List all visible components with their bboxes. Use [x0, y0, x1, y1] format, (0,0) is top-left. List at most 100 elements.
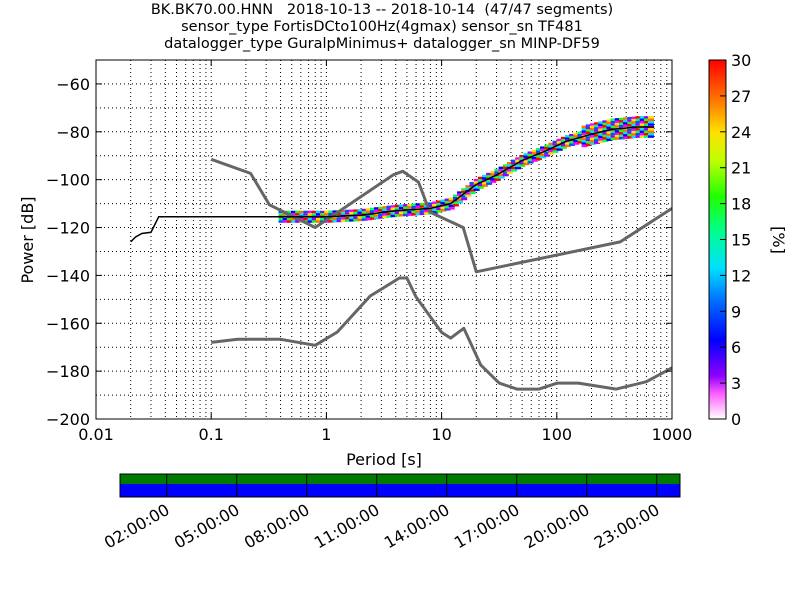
- pdf-cell: [465, 192, 472, 195]
- pdf-cell: [527, 158, 534, 162]
- pdf-cell: [627, 131, 634, 134]
- pdf-cell: [648, 130, 655, 134]
- pdf-cell: [585, 126, 592, 130]
- pdf-cell: [303, 217, 310, 221]
- timeline-tick-label: 11:00:00: [311, 500, 383, 552]
- pdf-cell: [623, 122, 630, 125]
- pdf-cell: [639, 118, 646, 122]
- pdf-cell: [627, 116, 634, 120]
- axis-ticks: 0.01 0.1 1 10 100 1000 −60 −80 −100 −120 −140 −160 −…: [46, 60, 692, 444]
- pdf-cell: [648, 135, 655, 138]
- pdf-cell: [548, 145, 555, 148]
- pdf-cell: [602, 139, 609, 142]
- pdf-cell: [631, 121, 638, 124]
- pdf-cell: [602, 134, 609, 138]
- pdf-cell: [407, 211, 414, 214]
- pdf-cell: [515, 159, 522, 163]
- pdf-cell: [436, 207, 443, 211]
- pdf-cell: [465, 194, 472, 198]
- y-tick-label: −120: [46, 219, 90, 238]
- pdf-cell: [378, 209, 385, 212]
- pdf-cell: [540, 153, 547, 156]
- pdf-cell: [573, 142, 580, 145]
- pdf-cell: [610, 137, 617, 141]
- pdf-cell: [303, 210, 310, 214]
- pdf-cell: [585, 136, 592, 139]
- plot-frame: [95, 59, 673, 420]
- pdf-cell: [311, 220, 318, 223]
- grid-lines: [96, 60, 672, 419]
- pdf-cell: [618, 129, 625, 133]
- pdf-cell: [324, 213, 331, 216]
- title-line-2: sensor_type FortisDCto100Hz(4gmax) senso…: [181, 19, 583, 35]
- pdf-cell: [523, 162, 530, 166]
- colorbar-tick-label: 6: [731, 338, 741, 357]
- pdf-cell: [411, 210, 418, 214]
- timeline-bar: [119, 473, 681, 498]
- pdf-cell: [544, 147, 551, 150]
- pdf-cell: [569, 143, 576, 146]
- colorbar-tick-label: 27: [731, 87, 751, 106]
- pdf-cell: [552, 147, 559, 151]
- pdf-cell: [398, 214, 405, 217]
- pdf-cell: [635, 123, 642, 126]
- pdf-cell: [374, 216, 381, 220]
- pdf-cell: [398, 211, 405, 215]
- pdf-cell: [394, 211, 401, 215]
- pdf-cell: [444, 205, 451, 209]
- pdf-cell: [328, 212, 335, 216]
- x-tick-label: 0.1: [198, 425, 223, 444]
- pdf-cell: [432, 203, 439, 207]
- pdf-cell: [610, 135, 617, 138]
- pdf-cell: [448, 197, 455, 200]
- pdf-cell: [598, 121, 605, 124]
- pdf-cell: [461, 190, 468, 194]
- pdf-cell: [324, 210, 331, 214]
- pdf-cell: [382, 215, 389, 219]
- pdf-cell: [598, 128, 605, 131]
- pdf-cell: [344, 212, 351, 215]
- pdf-cell: [606, 136, 613, 139]
- pdf-cell: [594, 141, 601, 144]
- y-axis-label: Power [dB]: [18, 196, 37, 283]
- pdf-cell: [365, 215, 372, 218]
- pdf-cell: [631, 133, 638, 136]
- pdf-cell: [639, 121, 646, 124]
- pdf-cell: [440, 201, 447, 205]
- pdf-cell: [556, 148, 563, 151]
- pdf-cell: [556, 138, 563, 142]
- title-line-3: datalogger_type GuralpMinimus+ datalogge…: [164, 36, 600, 52]
- pdf-cell: [282, 220, 289, 223]
- pdf-cell: [386, 215, 393, 218]
- pdf-cell: [544, 151, 551, 155]
- pdf-cell: [556, 145, 563, 149]
- pdf-cell: [436, 200, 443, 203]
- pdf-cell: [594, 124, 601, 128]
- pdf-cell: [344, 216, 351, 220]
- pdf-cell: [602, 120, 609, 123]
- pdf-cell: [411, 213, 418, 216]
- pdf-cell: [340, 212, 347, 215]
- pdf-cell: [349, 211, 356, 215]
- pdf-cell: [527, 161, 534, 164]
- nlnm-curve: [211, 276, 672, 391]
- pdf-cell: [328, 217, 335, 221]
- pdf-cell: [523, 153, 530, 156]
- pdf-cell: [585, 129, 592, 132]
- pdf-cell: [631, 130, 638, 134]
- pdf-cell: [353, 209, 360, 212]
- pdf-cell: [631, 123, 638, 127]
- pdf-cell: [469, 182, 476, 185]
- pdf-cell: [440, 209, 447, 212]
- pdf-cell: [328, 220, 335, 223]
- pdf-cell: [473, 181, 480, 184]
- pdf-cell: [457, 193, 464, 197]
- pdf-cell: [498, 173, 505, 177]
- pdf-cell: [540, 146, 547, 149]
- pdf-cell: [477, 183, 484, 187]
- pdf-cell: [315, 220, 322, 223]
- pdf-cell: [369, 207, 376, 211]
- pdf-cell: [403, 206, 410, 209]
- pdf-cell: [286, 220, 293, 223]
- pdf-cell: [502, 173, 509, 177]
